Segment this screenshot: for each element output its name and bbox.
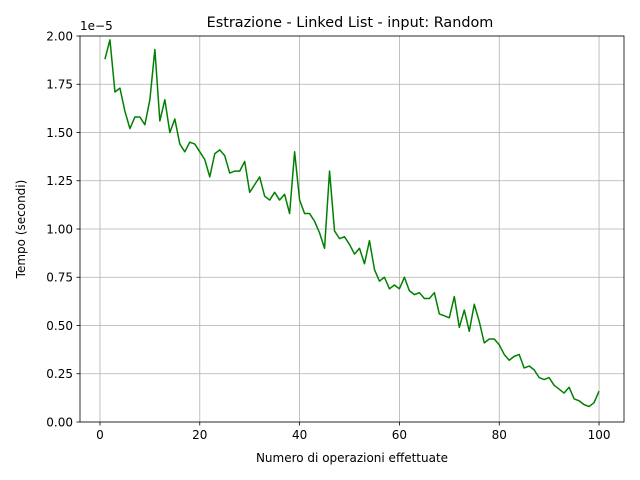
x-tick-label: 100 [588, 428, 611, 442]
x-axis-label: Numero di operazioni effettuate [256, 451, 448, 465]
y-tick-label: 0.25 [46, 367, 73, 381]
y-axis-label: Tempo (secondi) [14, 180, 28, 280]
y-tick-label: 2.00 [46, 29, 73, 43]
y-tick-label: 1.75 [46, 78, 73, 92]
x-tick-label: 20 [192, 428, 207, 442]
y-tick-label: 0.00 [46, 415, 73, 429]
y-tick-label: 1.25 [46, 174, 73, 188]
y-tick-label: 1.50 [46, 126, 73, 140]
y-tick-label: 0.75 [46, 271, 73, 285]
y-tick-label: 1.00 [46, 222, 73, 236]
chart-title: Estrazione - Linked List - input: Random [207, 15, 494, 31]
x-tick-label: 80 [492, 428, 507, 442]
x-tick-label: 40 [292, 428, 307, 442]
series-layer [104, 39, 600, 408]
y-axis-ticks: 0.00 0.25 0.50 0.75 1.00 1.25 1.50 1.75 2.00 [46, 29, 80, 429]
grid [80, 35, 624, 423]
x-tick-label: 60 [392, 428, 407, 442]
y-tick-label: 0.50 [46, 319, 73, 333]
x-axis-ticks: 0 20 40 60 80 100 [96, 422, 610, 442]
y-offset-label: 1e−5 [80, 19, 113, 33]
series-line [104, 39, 600, 408]
x-tick-label: 0 [96, 428, 104, 442]
